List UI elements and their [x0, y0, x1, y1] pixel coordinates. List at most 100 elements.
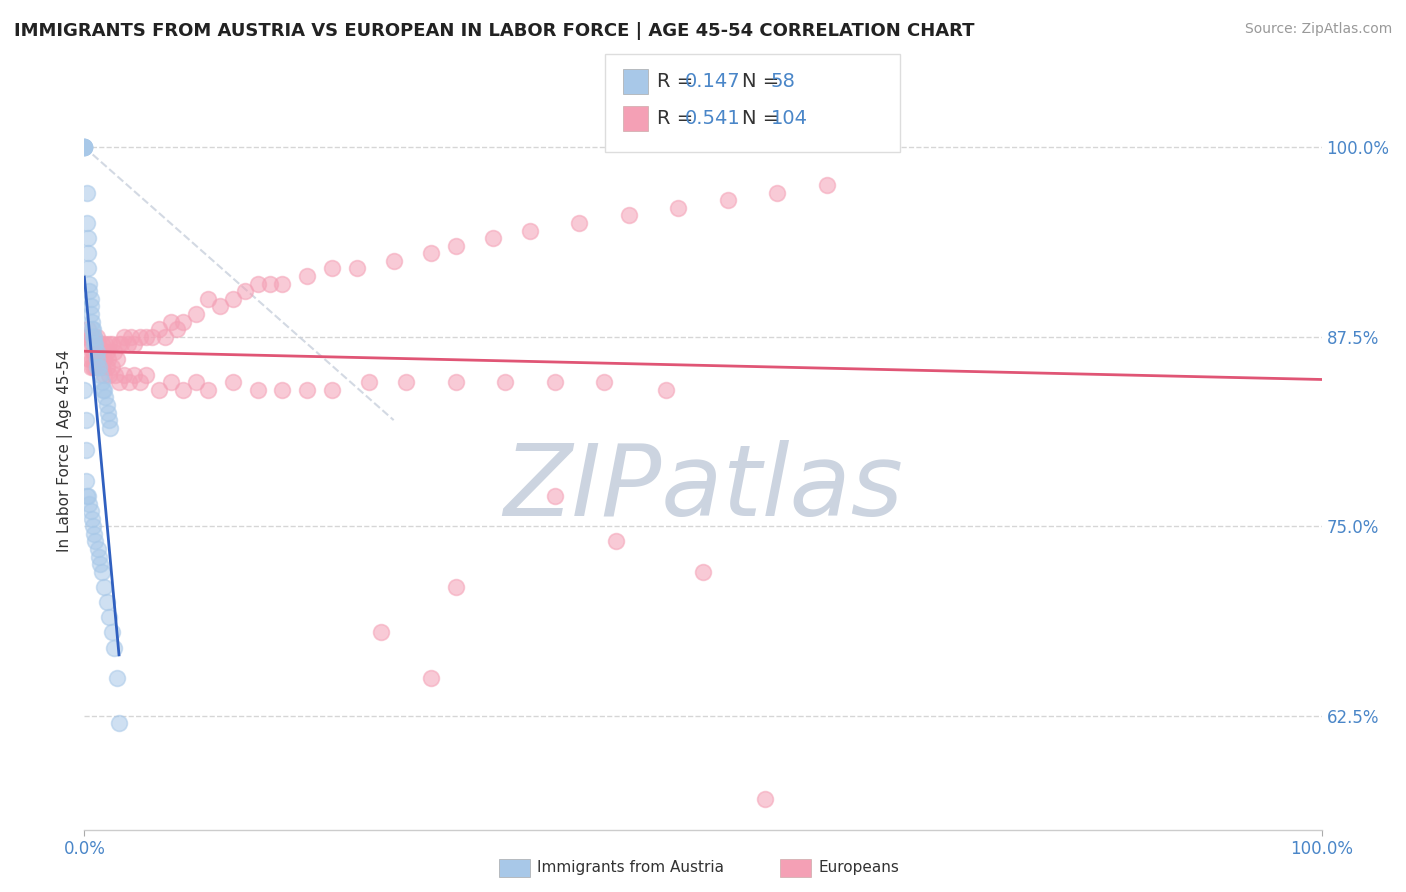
Point	[197, 292, 219, 306]
Point	[246, 277, 269, 291]
Point	[75, 474, 97, 488]
Point	[89, 549, 111, 564]
Point	[118, 376, 141, 390]
Point	[80, 512, 103, 526]
Point	[135, 330, 157, 344]
Point	[98, 421, 121, 435]
Point	[98, 610, 121, 624]
Point	[135, 368, 157, 382]
Text: 0.541: 0.541	[685, 109, 741, 128]
Point	[98, 413, 121, 427]
Point	[73, 140, 96, 154]
Point	[77, 246, 100, 260]
Point	[75, 443, 97, 458]
Point	[666, 201, 689, 215]
Point	[172, 315, 194, 329]
Point	[617, 209, 640, 223]
Point	[84, 359, 107, 375]
Point	[76, 330, 98, 344]
Point	[93, 580, 115, 594]
Point	[108, 337, 131, 351]
Point	[83, 330, 105, 344]
Point	[86, 330, 108, 344]
Point	[76, 186, 98, 200]
Point	[75, 413, 97, 427]
Point	[233, 285, 256, 299]
Point	[105, 352, 128, 367]
Point	[717, 194, 740, 208]
Point	[110, 337, 132, 351]
Point	[103, 640, 125, 655]
Point	[89, 368, 111, 382]
Point	[73, 140, 96, 154]
Point	[166, 322, 188, 336]
Point	[79, 497, 101, 511]
Point	[295, 269, 318, 284]
Point	[86, 344, 108, 359]
Point	[96, 595, 118, 609]
Point	[89, 359, 111, 375]
Point	[100, 337, 122, 351]
Point	[82, 344, 104, 359]
Point	[321, 383, 343, 397]
Point	[79, 504, 101, 518]
Point	[444, 239, 467, 253]
Point	[80, 322, 103, 336]
Point	[593, 376, 616, 390]
Point	[108, 376, 131, 390]
Point	[93, 368, 115, 382]
Point	[93, 383, 115, 397]
Point	[419, 671, 441, 685]
Point	[80, 337, 103, 351]
Text: N =: N =	[742, 109, 786, 128]
Point	[568, 216, 591, 230]
Point	[86, 352, 108, 367]
Point	[605, 534, 627, 549]
Point	[82, 322, 104, 336]
Text: Source: ZipAtlas.com: Source: ZipAtlas.com	[1244, 22, 1392, 37]
Point	[90, 376, 112, 390]
Point	[82, 359, 104, 375]
Point	[172, 383, 194, 397]
Point	[357, 376, 380, 390]
Point	[184, 376, 207, 390]
Text: R =: R =	[657, 109, 699, 128]
Point	[89, 359, 111, 375]
Point	[246, 383, 269, 397]
Point	[94, 391, 117, 405]
Point	[370, 625, 392, 640]
Text: ZIPatlas: ZIPatlas	[503, 440, 903, 537]
Point	[105, 671, 128, 685]
Point	[395, 376, 418, 390]
Point	[112, 368, 135, 382]
Point	[382, 254, 405, 268]
Point	[73, 140, 96, 154]
Point	[112, 330, 135, 344]
Point	[104, 368, 127, 382]
Point	[346, 261, 368, 276]
Point	[79, 285, 101, 299]
Point	[259, 277, 281, 291]
Point	[295, 383, 318, 397]
Text: 0.147: 0.147	[685, 71, 741, 91]
Point	[79, 292, 101, 306]
Point	[148, 383, 170, 397]
Point	[73, 140, 96, 154]
Point	[76, 489, 98, 503]
Point	[80, 352, 103, 367]
Point	[84, 534, 107, 549]
Point	[79, 330, 101, 344]
Point	[94, 337, 117, 351]
Point	[148, 322, 170, 336]
Point	[79, 277, 101, 291]
Point	[692, 565, 714, 579]
Point	[83, 526, 105, 541]
Point	[79, 352, 101, 367]
Point	[73, 383, 96, 397]
Point	[160, 315, 183, 329]
Point	[73, 140, 96, 154]
Point	[108, 716, 131, 731]
Point	[93, 352, 115, 367]
Point	[100, 625, 122, 640]
Point	[153, 330, 176, 344]
